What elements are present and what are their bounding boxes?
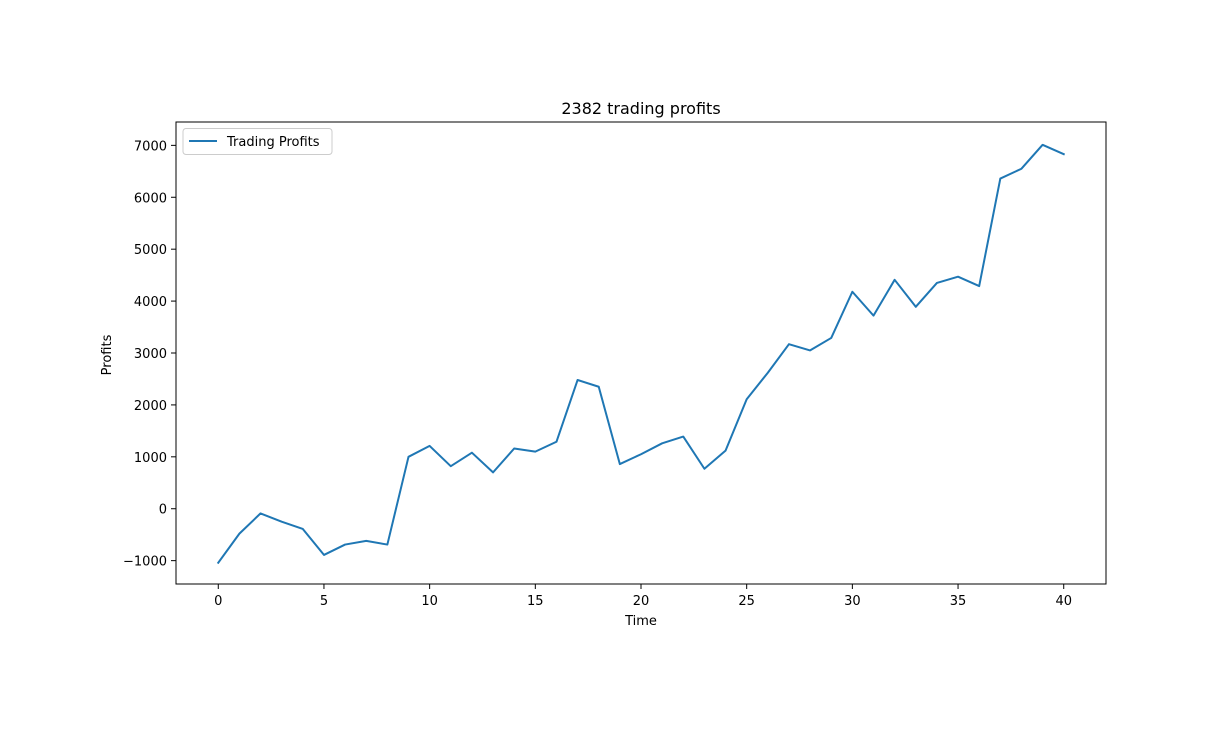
y-tick-label: 4000 <box>134 295 167 310</box>
y-tick-label: −1000 <box>123 555 167 570</box>
y-tick-label: 3000 <box>134 347 167 362</box>
x-tick-label: 15 <box>527 594 544 609</box>
plot-frame <box>175 121 1107 585</box>
y-tick-label: 6000 <box>134 191 167 206</box>
y-tick-label: 5000 <box>134 243 167 258</box>
x-tick-label: 25 <box>738 594 755 609</box>
x-tick-label: 10 <box>421 594 438 609</box>
x-tick-label: 0 <box>214 594 222 609</box>
x-tick-label: 20 <box>633 594 650 609</box>
y-axis-ticks: −1000 0 1000 2000 3000 4000 5000 6000 7000 <box>123 139 176 570</box>
legend-label-trading-profits: Trading Profits <box>226 135 320 150</box>
y-tick-label: 2000 <box>134 399 167 414</box>
x-tick-label: 5 <box>320 594 328 609</box>
legend: Trading Profits <box>182 128 333 155</box>
y-axis-label: Profits <box>100 334 115 375</box>
x-axis-label: Time <box>624 614 657 629</box>
legend-frame <box>182 128 333 155</box>
y-tick-label: 1000 <box>134 451 167 466</box>
y-tick-label: 7000 <box>134 139 167 154</box>
x-axis-ticks: 0 5 10 15 20 25 30 35 40 <box>214 584 1072 609</box>
axes <box>175 121 1107 585</box>
x-tick-label: 35 <box>950 594 967 609</box>
x-tick-label: 40 <box>1055 594 1072 609</box>
x-tick-label: 30 <box>844 594 861 609</box>
chart-title: 2382 trading profits <box>561 99 720 118</box>
y-tick-label: 0 <box>159 503 167 518</box>
series-layer <box>216 143 1066 565</box>
series-line-trading-profits <box>216 143 1066 565</box>
